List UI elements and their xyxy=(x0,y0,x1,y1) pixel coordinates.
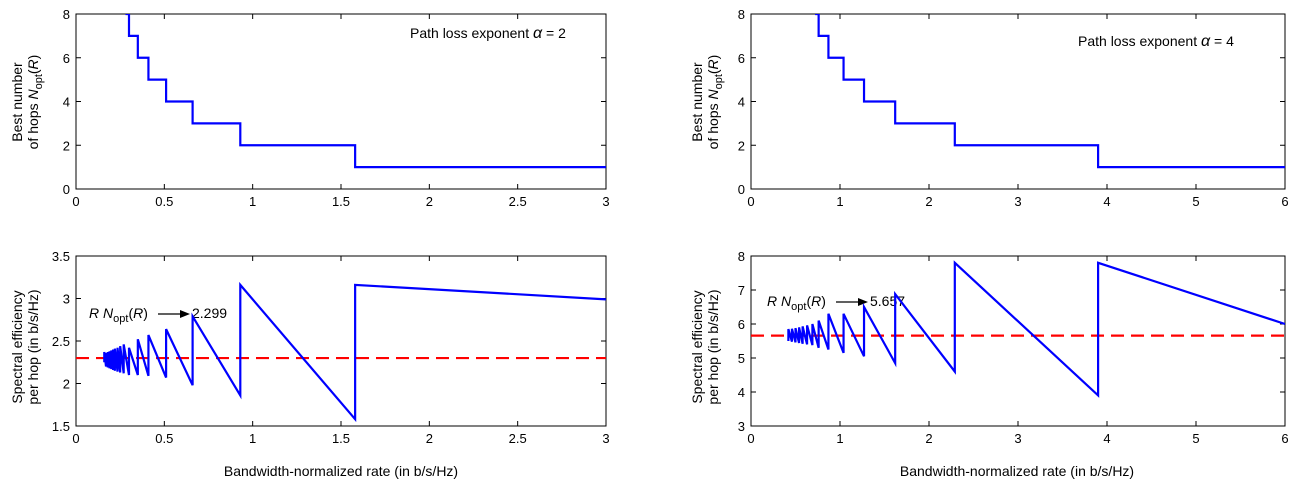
eff-ylabel-line2: per hop (in b/s/Hz) xyxy=(25,289,41,404)
plot-frame xyxy=(750,255,1286,427)
x-tick-label: 1 xyxy=(249,431,256,446)
hops-ylabel-line2: of hops Nopt(R) xyxy=(25,55,45,150)
x-tick-label: 0 xyxy=(747,194,754,209)
x-tick-label: 0 xyxy=(72,431,79,446)
x-tick-label: 3 xyxy=(1014,194,1021,209)
limit-annotation-right: R Nopt(R) 5.657 xyxy=(767,293,905,313)
x-tick-label: 5 xyxy=(1192,431,1199,446)
hops-ylabel-line2-right: of hops Nopt(R) xyxy=(705,55,725,150)
y-tick-label: 2.5 xyxy=(52,334,70,349)
x-tick-label: 1 xyxy=(836,431,843,446)
series-line xyxy=(103,281,606,423)
y-tick-label: 6 xyxy=(63,51,70,66)
x-tick-label: 6 xyxy=(1281,431,1288,446)
y-tick-label: 2 xyxy=(63,138,70,153)
x-tick-label: 2 xyxy=(925,431,932,446)
x-tick-label: 0.5 xyxy=(155,194,173,209)
y-tick-label: 2 xyxy=(738,138,745,153)
y-tick-label: 8 xyxy=(63,7,70,22)
x-tick-label: 2.5 xyxy=(509,194,527,209)
svg-text:R Nopt(R): R Nopt(R) xyxy=(767,293,826,313)
alpha-annotation-right: Path loss exponent α = 4 xyxy=(1078,33,1234,50)
panel-bottom-left: 0 0.5 1 1.5 2 2.5 3 1.5 2 2.5 3 3.5 xyxy=(52,249,610,446)
y-tick-label: 1.5 xyxy=(52,419,70,434)
eff-ylabel-line2-right: per hop (in b/s/Hz) xyxy=(705,289,721,404)
svg-text:R Nopt(R): R Nopt(R) xyxy=(89,305,148,325)
x-tick-label: 0.5 xyxy=(155,431,173,446)
annotation-arrowhead-left xyxy=(180,310,190,318)
alpha-annotation-left: Path loss exponent α = 2 xyxy=(410,25,566,42)
annotation-value-left: 2.299 xyxy=(192,305,227,321)
x-tick-label: 0 xyxy=(747,431,754,446)
x-tick-label: 4 xyxy=(1103,194,1110,209)
y-tick-label: 0 xyxy=(63,182,70,197)
x-tick-label: 3 xyxy=(602,431,609,446)
y-tick-label: 3 xyxy=(738,419,745,434)
y-tick-label: 7 xyxy=(738,283,745,298)
eff-ylabel-line1-right: Spectral efficiency xyxy=(689,290,705,403)
series-line xyxy=(125,14,606,169)
annotation-arrowhead-right xyxy=(858,298,868,306)
panel-bottom-right: 0 1 2 3 4 5 6 3 4 5 6 7 8 xyxy=(738,249,1289,446)
series-line xyxy=(787,260,1285,398)
panel-top-right: 0 1 2 3 4 5 6 0 2 4 6 8 xyxy=(738,7,1289,209)
x-tick-label: 3 xyxy=(1014,431,1021,446)
x-tick-label: 2 xyxy=(426,431,433,446)
limit-annotation-left: R Nopt(R) 2.299 xyxy=(89,305,227,325)
y-tick-label: 5 xyxy=(738,351,745,366)
y-tick-label: 3 xyxy=(63,292,70,307)
x-tick-label: 3 xyxy=(602,194,609,209)
x-tick-label: 2 xyxy=(426,194,433,209)
y-tick-label: 4 xyxy=(738,385,745,400)
hops-ylabel-line1-right: Best number xyxy=(689,62,705,142)
y-tick-label: 6 xyxy=(738,317,745,332)
x-tick-label: 2.5 xyxy=(509,431,527,446)
xlabel-left: Bandwidth-normalized rate (in b/s/Hz) xyxy=(224,463,458,479)
y-tick-label: 8 xyxy=(738,7,745,22)
x-tick-label: 1 xyxy=(836,194,843,209)
x-tick-label: 1.5 xyxy=(332,194,350,209)
x-tick-label: 6 xyxy=(1281,194,1288,209)
series-line xyxy=(815,14,1285,169)
y-tick-label: 0 xyxy=(738,182,745,197)
eff-ylabel-left: Spectral efficiencyper hop (in b/s/Hz) xyxy=(9,289,41,404)
x-tick-label: 0 xyxy=(72,194,79,209)
y-tick-label: 3.5 xyxy=(52,249,70,264)
y-tick-label: 8 xyxy=(738,249,745,264)
hops-ylabel-left: Best numberof hops Nopt(R) xyxy=(9,55,45,150)
eff-ylabel-line1: Spectral efficiency xyxy=(9,290,25,403)
x-tick-label: 1 xyxy=(249,194,256,209)
y-tick-label: 2 xyxy=(63,377,70,392)
xlabel-right: Bandwidth-normalized rate (in b/s/Hz) xyxy=(900,463,1134,479)
hops-ylabel-line1: Best number xyxy=(9,62,25,142)
plot-frame xyxy=(75,255,607,427)
x-tick-label: 5 xyxy=(1192,194,1199,209)
y-tick-label: 4 xyxy=(63,95,70,110)
hops-ylabel-right: Best numberof hops Nopt(R) xyxy=(689,55,725,150)
y-tick-label: 4 xyxy=(738,95,745,110)
panel-top-left: 0 0.5 1 1.5 2 2.5 3 0 2 4 6 8 xyxy=(63,7,610,209)
y-tick-label: 6 xyxy=(738,51,745,66)
x-tick-label: 2 xyxy=(925,194,932,209)
eff-ylabel-right: Spectral efficiencyper hop (in b/s/Hz) xyxy=(689,289,721,404)
x-tick-label: 4 xyxy=(1103,431,1110,446)
x-tick-label: 1.5 xyxy=(332,431,350,446)
